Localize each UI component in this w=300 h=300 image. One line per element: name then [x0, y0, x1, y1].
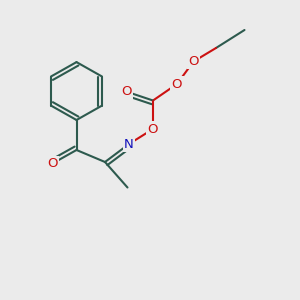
Text: O: O — [47, 157, 58, 170]
Text: O: O — [148, 122, 158, 136]
Text: N: N — [124, 137, 134, 151]
Text: O: O — [172, 77, 182, 91]
Text: O: O — [121, 85, 131, 98]
Text: O: O — [188, 55, 199, 68]
